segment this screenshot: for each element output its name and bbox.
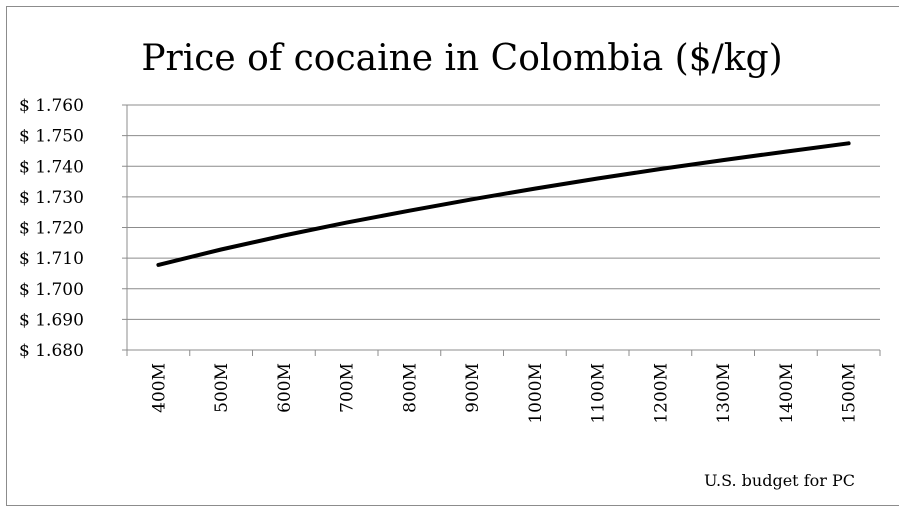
y-tick-label: $ 1.730 (19, 188, 84, 208)
chart-frame: Price of cocaine in Colombia ($/kg) $ 1.… (6, 6, 899, 506)
x-tick-label: 1400M (777, 363, 797, 424)
x-tick-label: 400M (149, 363, 169, 413)
x-tick-label: 1500M (840, 363, 860, 424)
chart-title: Price of cocaine in Colombia ($/kg) (141, 38, 782, 79)
x-tick-label: 1100M (589, 363, 609, 424)
x-tick-label: 800M (400, 363, 420, 413)
y-tick-label: $ 1.710 (19, 249, 84, 269)
y-tick-label: $ 1.680 (19, 341, 84, 361)
x-tick-label: 1000M (526, 363, 546, 424)
y-axis-ticks: $ 1.680 $ 1.690 $ 1.700 $ 1.710 $ 1.720 $ 1.7… (19, 96, 127, 361)
x-tick-label: 600M (275, 363, 295, 413)
y-tick-label: $ 1.690 (19, 310, 84, 330)
x-tick-label: 700M (338, 363, 358, 413)
x-tick-label: 1300M (714, 363, 734, 424)
y-tick-label: $ 1.750 (19, 127, 84, 147)
gridlines (126, 104, 880, 350)
x-tick-label: 500M (212, 363, 232, 413)
x-axis-ticks: 400M 500M 600M 700M 800M 900M 1000M 1100M 1200M 1… (126, 350, 881, 424)
x-tick-label: 1200M (651, 363, 671, 424)
x-tick-label: 900M (463, 363, 483, 413)
line-chart: Price of cocaine in Colombia ($/kg) $ 1.… (19, 38, 881, 490)
y-tick-label: $ 1.720 (19, 219, 84, 239)
y-tick-label: $ 1.760 (19, 96, 84, 116)
y-tick-label: $ 1.740 (19, 157, 84, 177)
y-tick-label: $ 1.700 (19, 280, 84, 300)
x-axis-label: U.S. budget for PC (704, 471, 855, 490)
series-line-price (156, 141, 851, 267)
